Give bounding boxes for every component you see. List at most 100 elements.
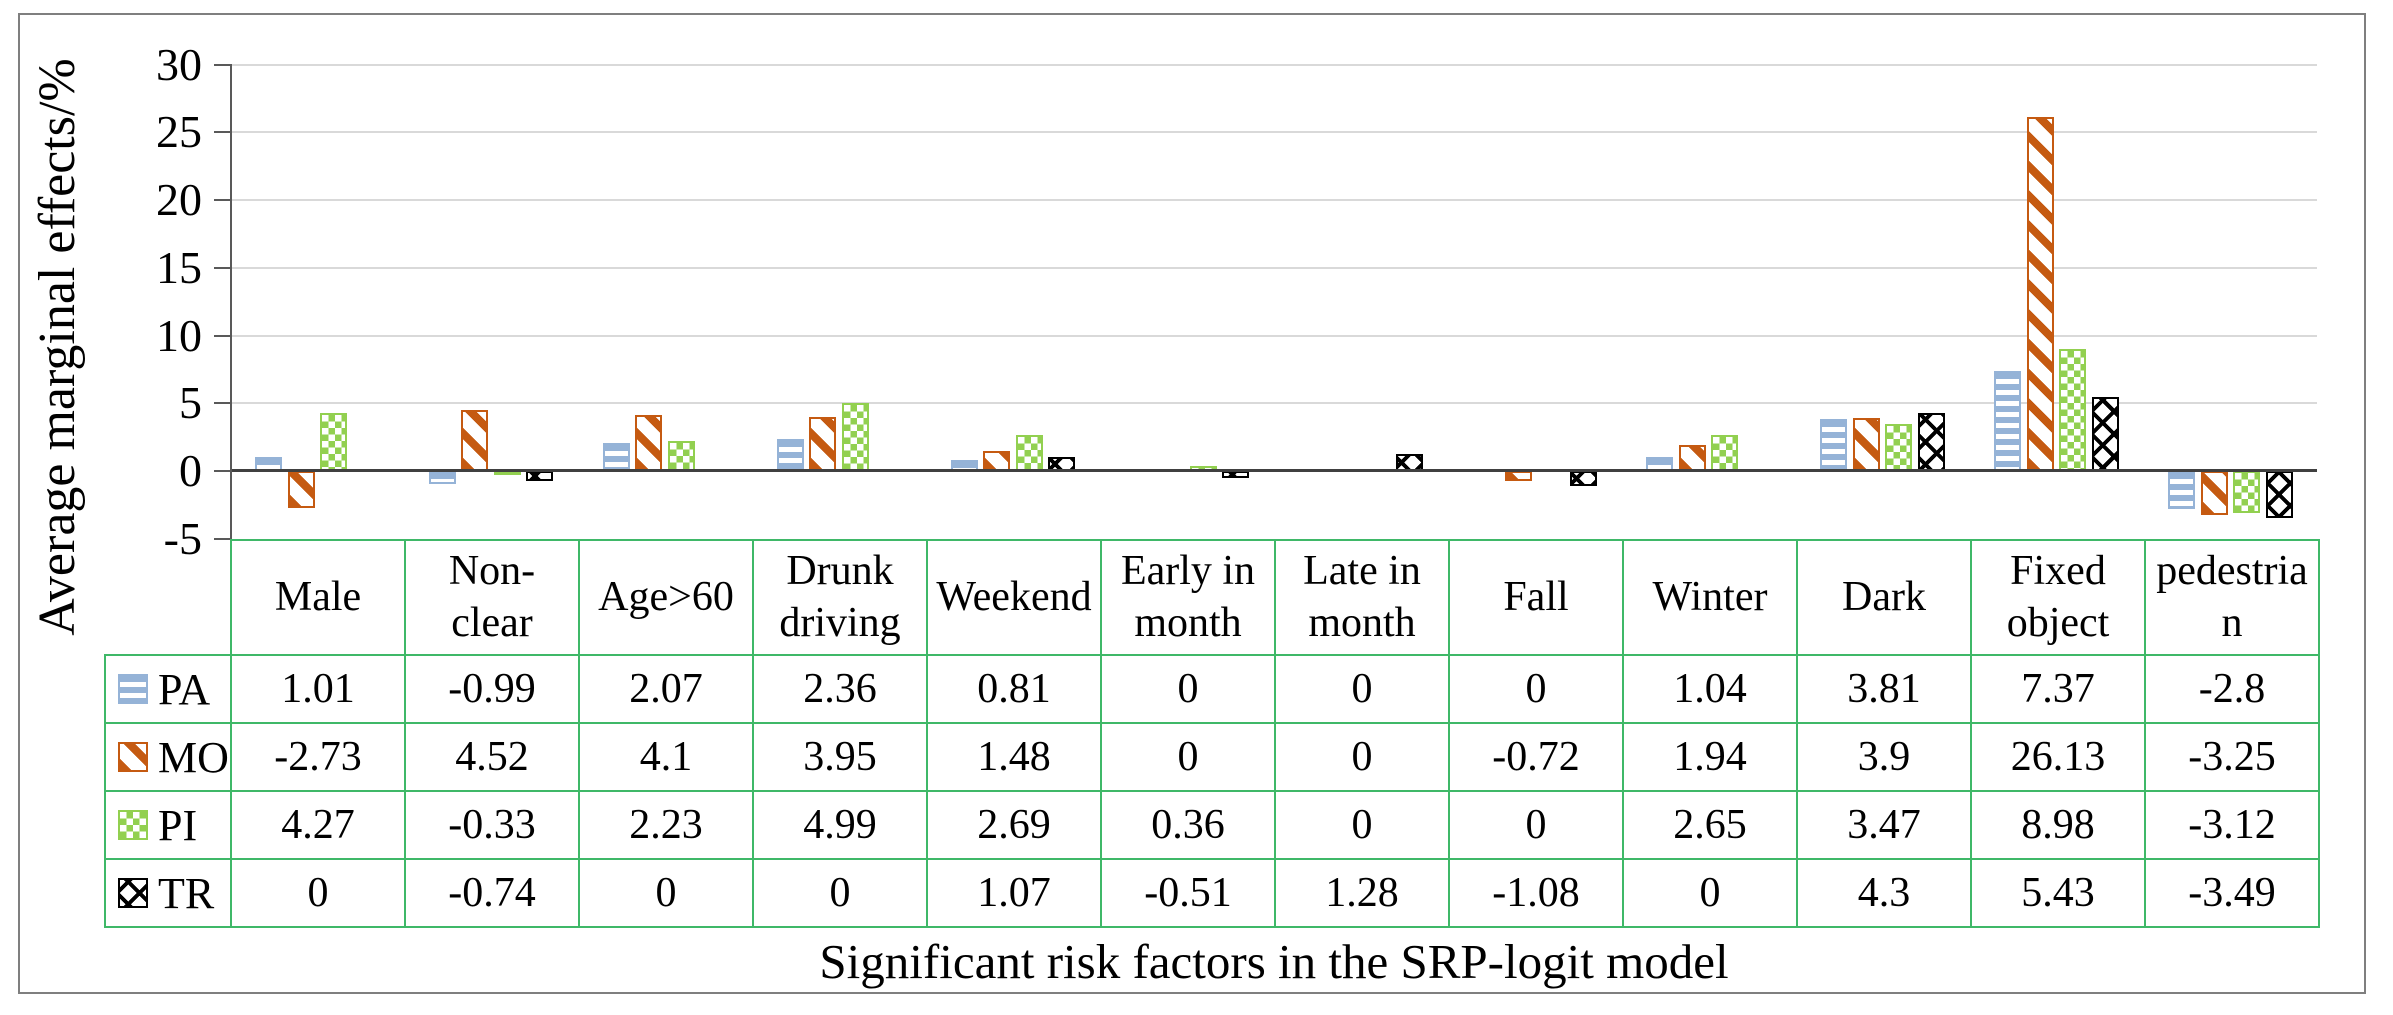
cell-mo-non-clear: 4.52 xyxy=(404,722,580,792)
y-tick-15 xyxy=(214,266,230,269)
cell-tr-drunk-driving: 0 xyxy=(752,858,928,928)
header-cell-dark: Dark xyxy=(1796,539,1972,656)
cell-pa-drunk-driving: 2.36 xyxy=(752,654,928,724)
series-label-cell-pi: PI xyxy=(104,790,232,860)
cell-mo-fall: -0.72 xyxy=(1448,722,1624,792)
bar-pi-drunk-driving xyxy=(841,403,869,471)
cell-pa-winter: 1.04 xyxy=(1622,654,1798,724)
cell-pi-winter: 2.65 xyxy=(1622,790,1798,860)
cell-pa-fixed-object: 7.37 xyxy=(1970,654,2146,724)
bar-mo-non-clear xyxy=(461,409,489,471)
bar-mo-dark xyxy=(1852,418,1880,471)
cell-tr-weekend: 1.07 xyxy=(926,858,1102,928)
bar-pa-fixed-object xyxy=(1994,371,2022,471)
bar-mo-pedestrian xyxy=(2200,471,2228,516)
bar-mo-male xyxy=(287,471,315,508)
header-cell-early-in-month: Early in month xyxy=(1100,539,1276,656)
y-tick-label-5: 5 xyxy=(179,377,202,429)
bar-pi-winter xyxy=(1711,435,1739,471)
cell-mo-male: -2.73 xyxy=(230,722,406,792)
header-cell-fixed-object: Fixed object xyxy=(1970,539,2146,656)
y-tick-label-10: 10 xyxy=(156,309,202,361)
y-tick-20 xyxy=(214,199,230,201)
cell-mo-winter: 1.94 xyxy=(1622,722,1798,792)
series-label-cell-tr: TR xyxy=(104,858,232,928)
cell-pi-drunk-driving: 4.99 xyxy=(752,790,928,860)
y-tick-label--5: -5 xyxy=(163,512,202,564)
bar-pa-age-60 xyxy=(602,442,630,471)
bar-pa-drunk-driving xyxy=(776,439,804,471)
series-label-cell-pa: PA xyxy=(104,654,232,724)
cell-tr-winter: 0 xyxy=(1622,858,1798,928)
gridline-30 xyxy=(230,63,2317,66)
bar-pa-pedestrian xyxy=(2168,471,2196,509)
bar-pi-male xyxy=(320,413,347,471)
cell-pi-male: 4.27 xyxy=(230,790,406,860)
bar-pi-non-clear xyxy=(493,471,521,476)
series-name-tr: TR xyxy=(158,868,215,918)
cell-mo-pedestrian: -3.25 xyxy=(2144,722,2320,792)
y-tick-label-20: 20 xyxy=(156,174,202,225)
y-tick-5 xyxy=(214,402,230,405)
series-name-mo: MO xyxy=(158,732,229,782)
y-tick-30 xyxy=(214,63,230,66)
header-cell-fall: Fall xyxy=(1448,539,1624,656)
bar-mo-drunk-driving xyxy=(809,417,837,471)
cell-tr-fixed-object: 5.43 xyxy=(1970,858,2146,928)
series-name-pi: PI xyxy=(158,800,198,850)
cell-pi-age-60: 2.23 xyxy=(578,790,754,860)
cell-mo-fixed-object: 26.13 xyxy=(1970,722,2146,792)
cell-mo-weekend: 1.48 xyxy=(926,722,1102,792)
cell-pa-dark: 3.81 xyxy=(1796,654,1972,724)
bar-tr-dark xyxy=(1917,412,1945,471)
series-name-pa: PA xyxy=(158,664,211,714)
header-cell-pedestrian: pedestria n xyxy=(2144,539,2320,656)
legend-key-mo-icon xyxy=(118,742,148,772)
legend-key-pi-icon xyxy=(118,810,148,840)
header-cell-winter: Winter xyxy=(1622,539,1798,656)
cell-pi-late-in-month: 0 xyxy=(1274,790,1450,860)
header-cell-age-60: Age>60 xyxy=(578,539,754,656)
cell-pi-weekend: 2.69 xyxy=(926,790,1102,860)
header-cell-male: Male xyxy=(230,539,406,656)
zero-line xyxy=(230,469,2317,472)
header-cell-non-clear: Non- clear xyxy=(404,539,580,656)
cell-tr-early-in-month: -0.51 xyxy=(1100,858,1276,928)
cell-pi-dark: 3.47 xyxy=(1796,790,1972,860)
cell-pa-late-in-month: 0 xyxy=(1274,654,1450,724)
bar-mo-winter xyxy=(1678,444,1706,471)
data-table: Male Non- clear Age>60 Drunk driving Weekend… xyxy=(104,539,2320,928)
gridline-5 xyxy=(230,402,2317,405)
bar-mo-fall xyxy=(1504,471,1532,481)
cell-pa-age-60: 2.07 xyxy=(578,654,754,724)
series-label-cell-mo: MO xyxy=(104,722,232,792)
cell-pa-weekend: 0.81 xyxy=(926,654,1102,724)
header-cell-drunk-driving: Drunk driving xyxy=(752,539,928,656)
bar-pa-non-clear xyxy=(428,471,456,485)
gridline-10 xyxy=(230,334,2317,337)
table-stub-cell xyxy=(105,540,231,655)
bar-pa-dark xyxy=(1820,419,1848,471)
y-axis-line xyxy=(230,64,232,539)
bar-mo-age-60 xyxy=(635,415,663,471)
x-axis-title: Significant risk factors in the SRP-logi… xyxy=(819,934,1729,989)
y-tick-0 xyxy=(214,470,230,472)
cell-mo-dark: 3.9 xyxy=(1796,722,1972,792)
cell-pi-pedestrian: -3.12 xyxy=(2144,790,2320,860)
cell-pa-early-in-month: 0 xyxy=(1100,654,1276,724)
cell-pi-fall: 0 xyxy=(1448,790,1624,860)
cell-mo-age-60: 4.1 xyxy=(578,722,754,792)
cell-pa-fall: 0 xyxy=(1448,654,1624,724)
cell-pi-early-in-month: 0.36 xyxy=(1100,790,1276,860)
bar-mo-weekend xyxy=(983,450,1011,471)
header-cell-weekend: Weekend xyxy=(926,539,1102,656)
y-tick--5 xyxy=(214,537,230,540)
legend-key-pa-icon xyxy=(118,674,148,704)
cell-tr-late-in-month: 1.28 xyxy=(1274,858,1450,928)
legend-key-tr-icon xyxy=(118,878,148,908)
y-tick-25 xyxy=(214,131,230,134)
gridline-25 xyxy=(230,131,2317,134)
cell-pi-non-clear: -0.33 xyxy=(404,790,580,860)
cell-tr-non-clear: -0.74 xyxy=(404,858,580,928)
